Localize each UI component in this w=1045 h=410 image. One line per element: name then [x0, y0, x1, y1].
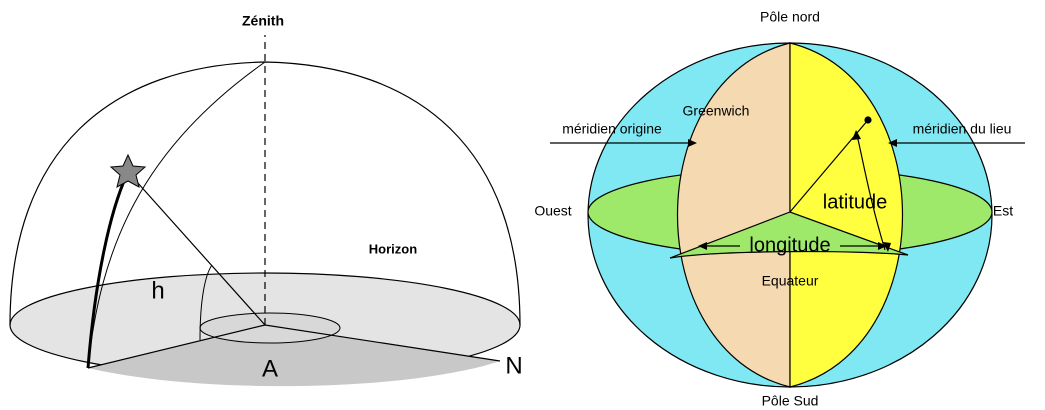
- label: méridien du lieu: [913, 121, 1012, 137]
- label: A: [262, 355, 278, 382]
- label: Ouest: [534, 203, 571, 219]
- diagram: Zénith Horizon h A N Pôle nord Pôle Sud …: [0, 0, 1045, 410]
- globe: [550, 43, 1025, 387]
- label: Pôle nord: [760, 9, 820, 25]
- label: Horizon: [369, 241, 417, 256]
- label: h: [151, 277, 164, 304]
- label: latitude: [823, 191, 888, 213]
- label: méridien origine: [562, 121, 662, 137]
- label: Greenwich: [683, 103, 750, 119]
- label: Est: [993, 203, 1013, 219]
- label: Zénith: [242, 13, 284, 29]
- hemisphere: [10, 35, 520, 386]
- label: longitude: [749, 234, 830, 256]
- label: N: [505, 352, 522, 379]
- label: Equateur: [762, 273, 819, 289]
- label: Pôle Sud: [762, 393, 819, 409]
